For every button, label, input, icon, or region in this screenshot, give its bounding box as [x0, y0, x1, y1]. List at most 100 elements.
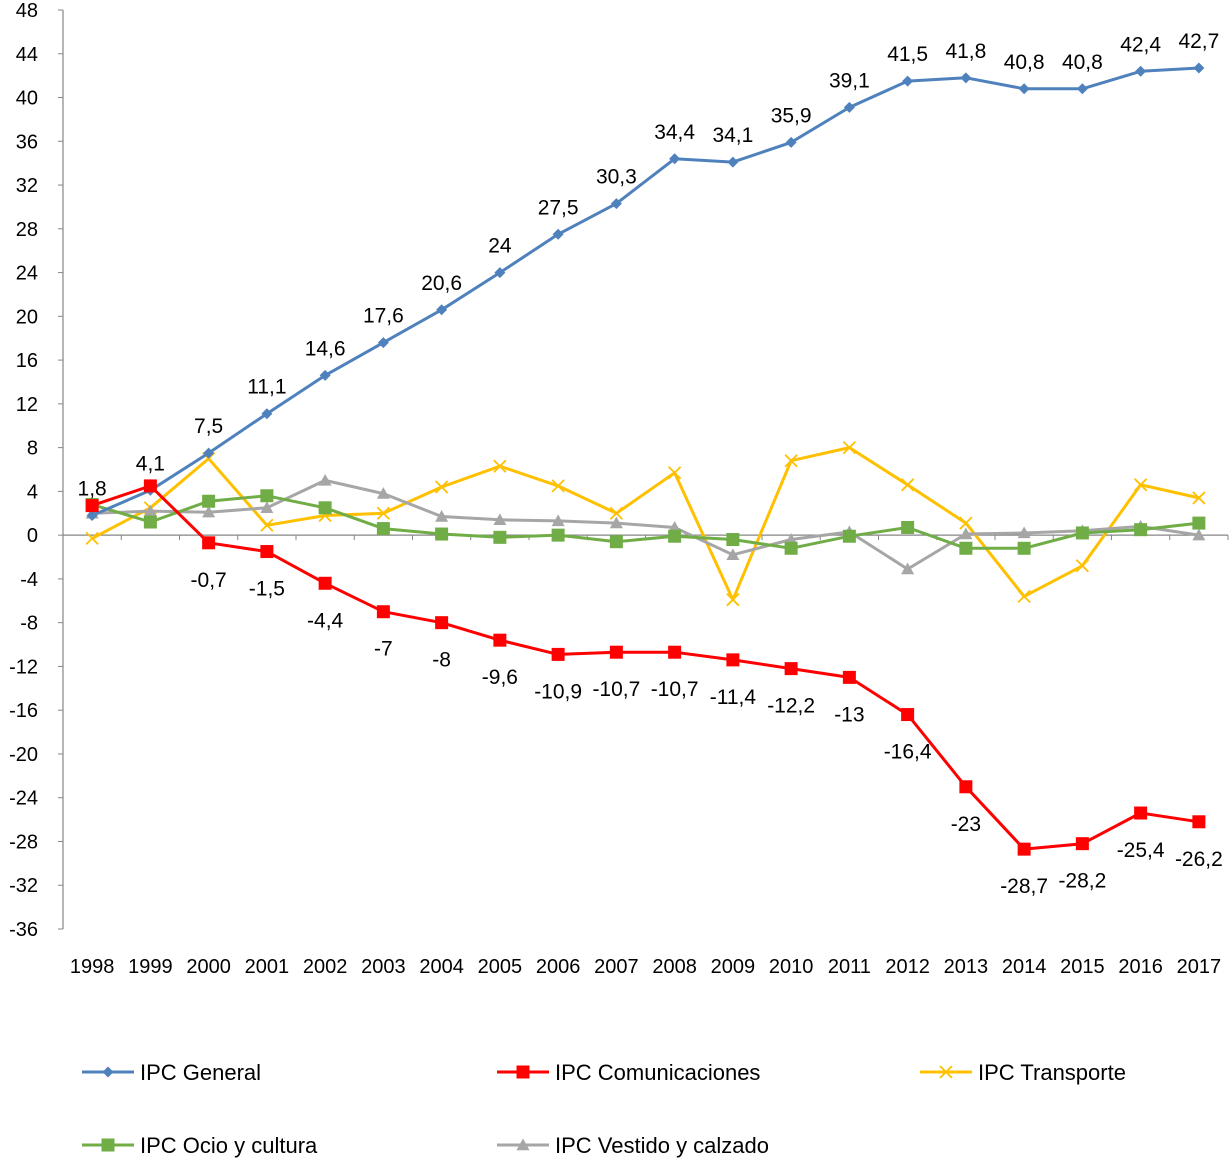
data-point: [959, 527, 973, 540]
data-point: [494, 267, 506, 279]
legend-marker: [516, 1138, 530, 1151]
data-point: [609, 535, 623, 549]
data-point: [960, 72, 972, 84]
y-tick-label: -12: [9, 656, 38, 678]
data-point: [959, 780, 973, 794]
data-point: [318, 576, 332, 590]
data-point: [842, 670, 856, 684]
data-point: [901, 562, 915, 575]
data-point: [1193, 62, 1205, 74]
data-point: [959, 541, 973, 555]
data-label: 17,6: [363, 305, 404, 328]
data-point: [609, 506, 624, 520]
data-point: [319, 369, 331, 381]
data-point: [260, 545, 274, 559]
data-point: [1017, 589, 1031, 604]
data-point: [143, 515, 157, 529]
data-point: [86, 509, 98, 521]
data-label: 14,6: [305, 337, 346, 360]
data-point: [318, 501, 332, 515]
y-tick-label: 48: [16, 0, 38, 22]
data-point: [726, 548, 740, 561]
data-point: [785, 136, 797, 148]
data-label: 24: [488, 235, 512, 258]
data-point: [668, 645, 682, 659]
data-point: [260, 518, 274, 532]
series-line: [91, 66, 1199, 517]
data-point: [842, 529, 856, 543]
x-tick-label: 2000: [186, 956, 231, 978]
data-label: 39,1: [829, 69, 870, 92]
data-point: [667, 466, 682, 480]
y-tick-label: 36: [16, 131, 38, 153]
data-label: 4,1: [136, 452, 165, 475]
series-1: [85, 479, 1206, 856]
data-point: [436, 304, 448, 316]
legend-label: IPC General: [140, 1060, 261, 1085]
data-point: [376, 487, 390, 499]
data-point: [843, 101, 855, 113]
data-label: -10,7: [592, 678, 640, 701]
data-point: [376, 522, 390, 536]
data-label: 30,3: [596, 166, 637, 189]
data-point: [85, 499, 99, 513]
x-tick-label: 1998: [70, 956, 115, 978]
data-point: [1135, 65, 1147, 77]
x-tick-label: 2017: [1177, 956, 1222, 978]
data-label: 40,8: [1004, 51, 1045, 74]
axes: [62, 10, 1228, 929]
data-point: [726, 593, 740, 607]
legend-label: IPC Comunicaciones: [555, 1060, 760, 1085]
data-point: [1075, 559, 1090, 573]
data-point: [85, 531, 99, 546]
data-point: [202, 505, 216, 518]
x-tick-label: 2001: [245, 956, 290, 978]
data-point: [143, 504, 157, 517]
data-label: 40,8: [1062, 51, 1103, 74]
data-label: -28,2: [1058, 870, 1106, 893]
data-point: [551, 647, 565, 661]
y-tick-label: 40: [16, 88, 38, 110]
x-tick-label: 2016: [1118, 956, 1163, 978]
data-point: [434, 480, 449, 494]
data-point: [668, 529, 682, 543]
data-point: [551, 528, 565, 542]
series-line: [92, 478, 1200, 571]
x-tick-label: 2011: [828, 956, 871, 978]
data-point: [1075, 837, 1089, 851]
data-point: [318, 473, 332, 486]
x-tick-label: 2007: [594, 956, 639, 978]
legend-marker: [939, 1065, 953, 1079]
legend-label: IPC Vestido y calzado: [555, 1133, 769, 1158]
data-label: -1,5: [249, 578, 285, 601]
data-point: [610, 198, 622, 210]
data-label: 42,7: [1178, 30, 1219, 53]
data-label: -10,9: [534, 680, 582, 703]
x-tick-label: 2005: [478, 956, 523, 978]
y-tick-label: 20: [16, 306, 38, 328]
legend-item: IPC Vestido y calzado: [497, 1133, 769, 1158]
data-point: [1017, 541, 1031, 555]
data-label: 34,1: [712, 124, 753, 147]
x-tick-label: 2008: [652, 956, 697, 978]
data-point: [551, 479, 565, 493]
data-label: -7: [374, 638, 393, 661]
x-tick-label: 2009: [711, 956, 756, 978]
y-tick-label: 16: [16, 350, 38, 372]
x-axis-ticks: 1998 1999 2000 2001 2002 2003 2004 2005 2006 2007…: [62, 535, 1229, 978]
data-label: -8: [432, 649, 451, 672]
series-line: [91, 494, 1200, 550]
data-label: -0,7: [191, 569, 227, 592]
legend-marker: [516, 1065, 530, 1079]
x-tick-label: 2014: [1002, 956, 1047, 978]
data-point: [1192, 815, 1206, 829]
series-4: [85, 473, 1206, 575]
y-tick-label: -16: [9, 700, 38, 722]
data-label: -9,6: [482, 666, 518, 689]
data-label: 7,5: [194, 415, 223, 438]
data-point: [1192, 516, 1206, 530]
data-point: [1017, 526, 1031, 539]
legend-item: IPC Comunicaciones: [497, 1060, 760, 1085]
data-point: [1133, 478, 1148, 492]
x-tick-label: 2012: [885, 956, 930, 978]
